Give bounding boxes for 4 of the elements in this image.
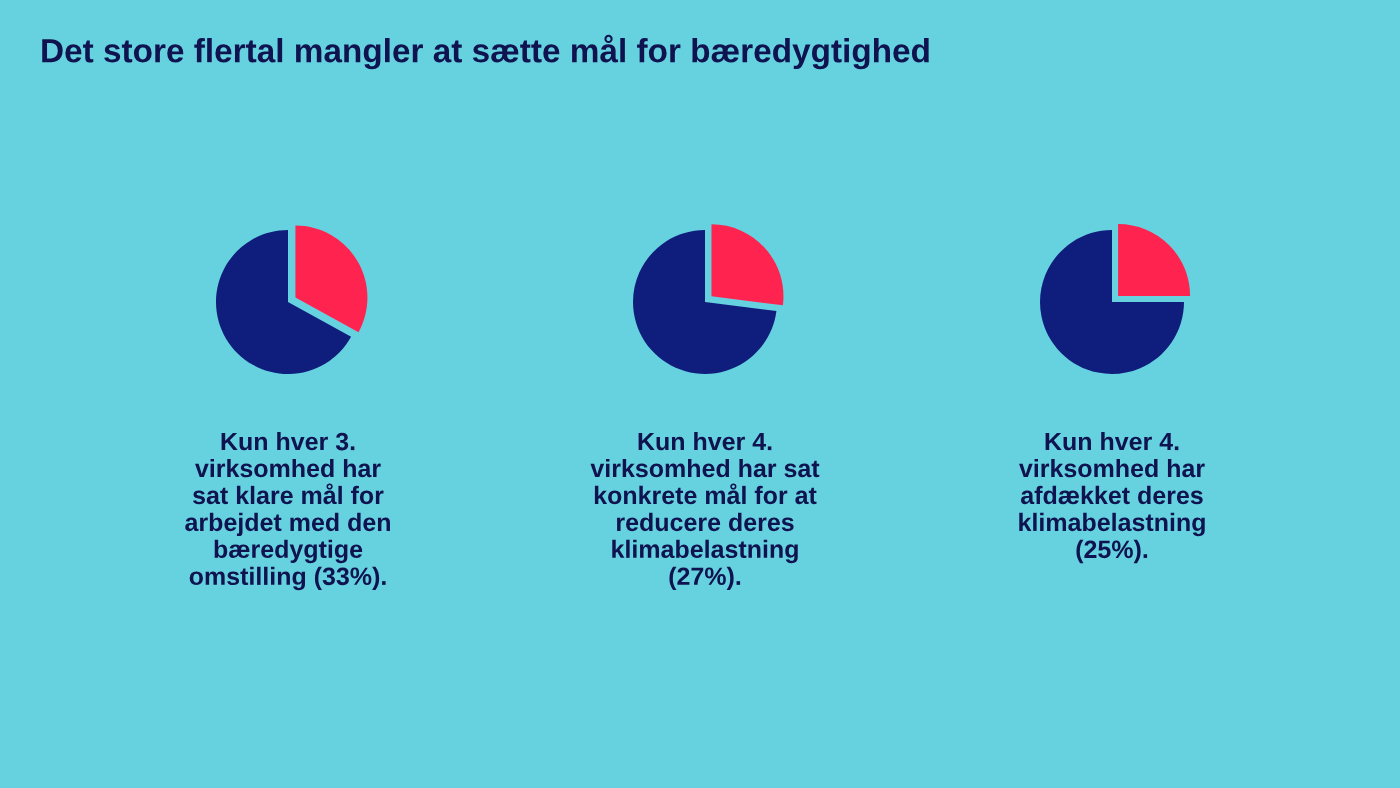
text: Kun hver 4. virksomhed har afdækket deres klimabelastning (25%). <box>1019 432 1205 564</box>
text: Kun hver 4. virksomhed har sat konkrete mål for at reducere deres klimabelastning (27%). <box>590 432 820 591</box>
text: Kun hver 3. virksomhed har sat klare mål for arbejdet med den bæredygtige omstilling (33%). <box>185 432 390 591</box>
text: Det store flertal mangler at sætte mål for bæredygtighed <box>42 34 929 70</box>
